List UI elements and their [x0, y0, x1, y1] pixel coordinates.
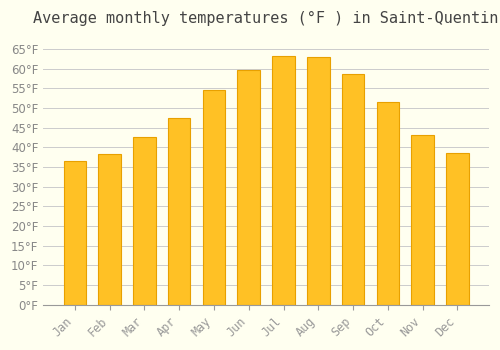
Bar	[64, 161, 86, 305]
Bar	[376, 103, 399, 305]
Bar	[446, 153, 468, 305]
Bar	[342, 74, 364, 305]
Bar	[307, 57, 330, 305]
Bar	[272, 56, 295, 305]
Bar	[238, 70, 260, 305]
Bar	[168, 118, 190, 305]
Bar	[412, 135, 434, 305]
Bar	[98, 154, 121, 305]
Bar	[133, 137, 156, 305]
Bar	[202, 90, 226, 305]
Title: Average monthly temperatures (°F ) in Saint-Quentin: Average monthly temperatures (°F ) in Sa…	[34, 11, 499, 26]
